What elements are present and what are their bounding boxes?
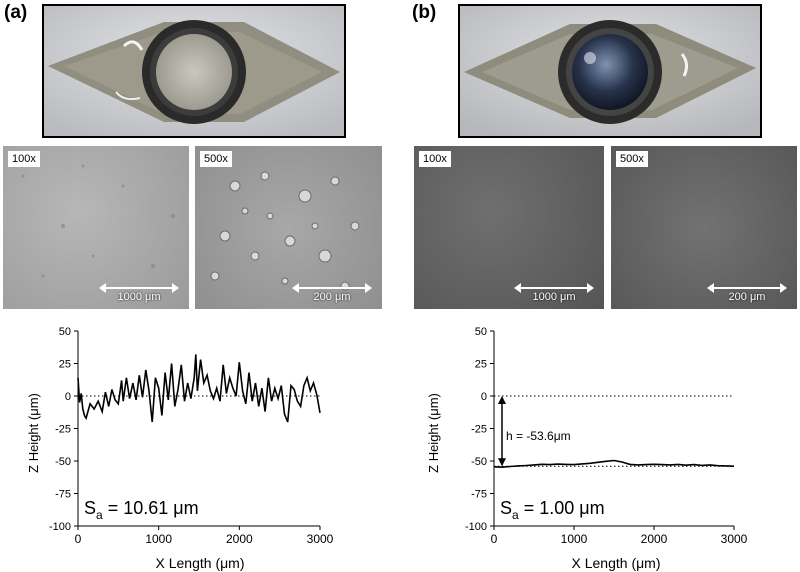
magnification-label: 100x bbox=[8, 151, 40, 167]
x-tick-label: 1000 bbox=[145, 532, 172, 546]
x-tick-label: 2000 bbox=[226, 532, 253, 546]
profile-line bbox=[77, 354, 321, 423]
height-arrow-head-up bbox=[498, 396, 506, 404]
y-tick-label: 0 bbox=[481, 391, 487, 403]
y-tick-label: 25 bbox=[59, 359, 71, 371]
sem-texture bbox=[21, 164, 175, 298]
x-tick-label: 0 bbox=[75, 532, 82, 546]
scale-bar: 1000 μm bbox=[514, 283, 594, 303]
sample-photo-a-image bbox=[44, 6, 344, 136]
y-tick-label: 50 bbox=[475, 326, 487, 338]
y-tick-label: -75 bbox=[471, 489, 487, 501]
y-tick-label: -100 bbox=[49, 521, 71, 533]
panel-label-b: (b) bbox=[412, 2, 437, 23]
y-tick-label: -100 bbox=[465, 521, 487, 533]
x-axis-label: X Length (μm) bbox=[156, 555, 245, 571]
y-tick-label: 50 bbox=[59, 326, 71, 338]
scale-bar-label: 200 μm bbox=[313, 291, 351, 303]
y-tick-label: -25 bbox=[471, 424, 487, 436]
height-annotation: h = -53.6μm bbox=[506, 429, 571, 443]
y-tick-label: -50 bbox=[471, 456, 487, 468]
sample-photo-b-image bbox=[460, 6, 760, 136]
profile-chart-b: Z Height (μm) X Length (μm) Sa = 1.00 μm… bbox=[426, 326, 748, 571]
height-arrow-head-down bbox=[498, 458, 506, 467]
profile-line bbox=[493, 459, 735, 469]
y-tick-label: -25 bbox=[55, 424, 71, 436]
magnification-label: 100x bbox=[419, 151, 451, 167]
sem-image-b-500x: 500x 200 μm bbox=[611, 146, 797, 309]
y-axis-label: Z Height (μm) bbox=[426, 393, 441, 473]
sa-label: Sa = 1.00 μm bbox=[500, 498, 605, 522]
y-tick-label: -50 bbox=[55, 456, 71, 468]
y-tick-label: 25 bbox=[475, 359, 487, 371]
x-tick-label: 3000 bbox=[307, 532, 334, 546]
scale-bar: 200 μm bbox=[707, 283, 787, 303]
sem-image-a-500x: 500x 200 μm bbox=[195, 146, 382, 309]
sem-image-b-100x: 100x 1000 μm bbox=[414, 146, 604, 309]
scale-bar: 1000 μm bbox=[99, 283, 179, 303]
scale-bar-label: 1000 μm bbox=[532, 291, 576, 303]
profile-chart-a: Z Height (μm) X Length (μm) Sa = 10.61 μ… bbox=[26, 326, 334, 571]
panel-label-a: (a) bbox=[4, 2, 28, 23]
scale-bar-label: 200 μm bbox=[728, 291, 766, 303]
y-axis-label: Z Height (μm) bbox=[26, 393, 41, 473]
sample-photo-a bbox=[42, 4, 346, 138]
x-tick-label: 3000 bbox=[721, 532, 748, 546]
sem-image-a-100x: 100x 1000 μm bbox=[3, 146, 189, 309]
y-tick-label: 0 bbox=[65, 391, 71, 403]
magnification-label: 500x bbox=[200, 151, 232, 167]
x-axis-label: X Length (μm) bbox=[572, 555, 661, 571]
sem-particles bbox=[210, 171, 360, 291]
scale-bar: 200 μm bbox=[292, 283, 372, 303]
x-tick-label: 2000 bbox=[641, 532, 668, 546]
sa-label: Sa = 10.61 μm bbox=[84, 498, 199, 522]
y-tick-label: -75 bbox=[55, 489, 71, 501]
x-tick-label: 0 bbox=[491, 532, 498, 546]
x-tick-label: 1000 bbox=[561, 532, 588, 546]
sample-photo-b bbox=[458, 4, 762, 138]
scale-bar-label: 1000 μm bbox=[117, 291, 161, 303]
magnification-label: 500x bbox=[616, 151, 648, 167]
